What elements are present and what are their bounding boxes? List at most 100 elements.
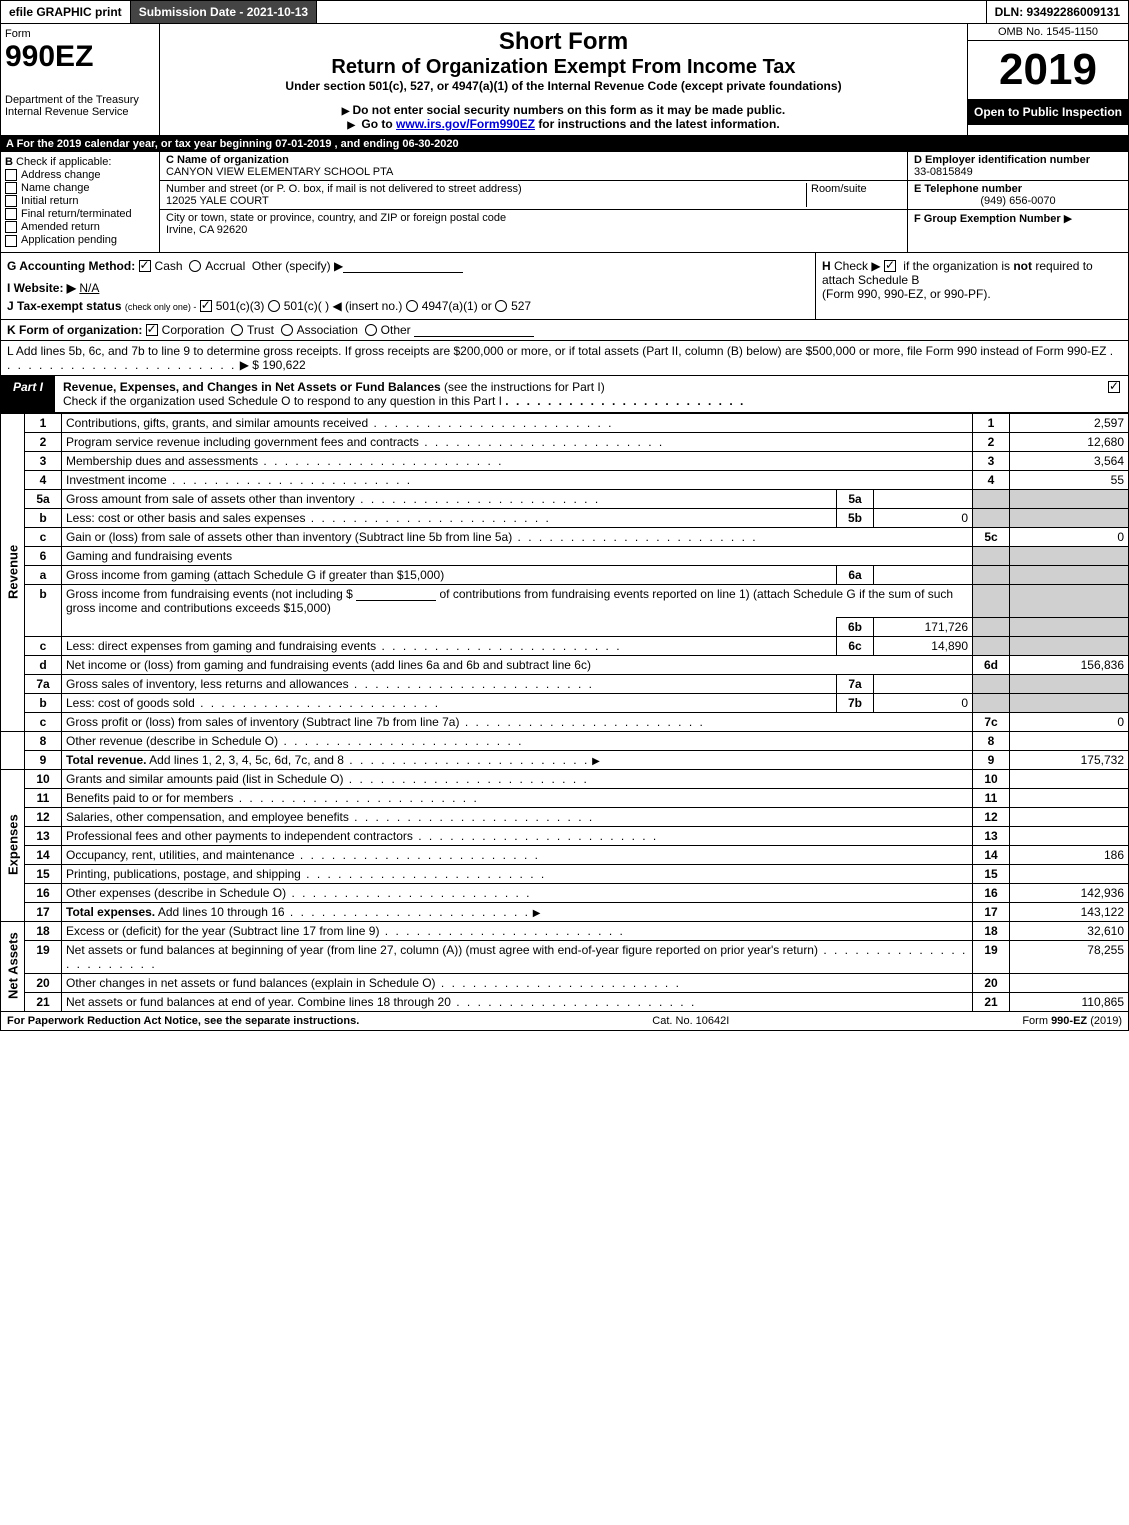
l7c-num: c — [25, 712, 62, 731]
l2-label: Program service revenue including govern… — [66, 435, 419, 449]
k-other-input[interactable] — [414, 324, 534, 337]
l9-fnum: 9 — [973, 750, 1010, 769]
checkbox-final-return[interactable] — [5, 208, 17, 220]
l7a-label: Gross sales of inventory, less returns a… — [66, 677, 349, 691]
k-other: Other — [381, 323, 411, 337]
l21-label: Net assets or fund balances at end of ye… — [66, 995, 451, 1009]
l4-fnum: 4 — [973, 470, 1010, 489]
l8-label: Other revenue (describe in Schedule O) — [66, 734, 278, 748]
header-center: Short Form Return of Organization Exempt… — [160, 24, 968, 135]
b-check-if: Check if applicable: — [16, 156, 111, 168]
checkbox-schedule-o[interactable] — [1108, 381, 1120, 393]
l19-fnum: 19 — [973, 940, 1010, 973]
part1-header: Part I Revenue, Expenses, and Changes in… — [0, 376, 1129, 413]
l21-fval: 110,865 — [1010, 992, 1129, 1011]
opt-final-return: Final return/terminated — [21, 208, 132, 220]
checkbox-initial-return[interactable] — [5, 195, 17, 207]
l10-fnum: 10 — [973, 769, 1010, 788]
l7a-sval — [874, 674, 973, 693]
l5c-fval: 0 — [1010, 527, 1129, 546]
radio-association[interactable] — [281, 324, 293, 336]
footer-left: For Paperwork Reduction Act Notice, see … — [7, 1015, 359, 1027]
l6b-blank[interactable] — [356, 588, 436, 601]
k-trust: Trust — [247, 323, 274, 337]
subtitle: Under section 501(c), 527, or 4947(a)(1)… — [164, 79, 963, 93]
l7c-fval: 0 — [1010, 712, 1129, 731]
section-gh: G Accounting Method: Cash Accrual Other … — [0, 253, 1129, 320]
title-short-form: Short Form — [164, 28, 963, 56]
l6c-label: Less: direct expenses from gaming and fu… — [66, 639, 376, 653]
l8-num: 8 — [25, 731, 62, 750]
l17-num: 17 — [25, 902, 62, 921]
checkbox-application-pending[interactable] — [5, 235, 17, 247]
l11-label: Benefits paid to or for members — [66, 791, 233, 805]
l6c-num: c — [25, 636, 62, 655]
page-footer: For Paperwork Reduction Act Notice, see … — [0, 1012, 1129, 1031]
l18-fval: 32,610 — [1010, 921, 1129, 940]
submission-date-button[interactable]: Submission Date - 2021-10-13 — [131, 1, 317, 23]
l11-num: 11 — [25, 788, 62, 807]
l10-num: 10 — [25, 769, 62, 788]
l17-fnum: 17 — [973, 902, 1010, 921]
radio-other[interactable] — [365, 324, 377, 336]
part1-tab: Part I — [1, 376, 55, 412]
checkbox-name-change[interactable] — [5, 182, 17, 194]
row-a-tax-year: A For the 2019 calendar year, or tax yea… — [0, 136, 1129, 152]
checkbox-corporation[interactable] — [146, 324, 158, 336]
l7a-snum: 7a — [837, 674, 874, 693]
l6b-sval: 171,726 — [874, 617, 973, 636]
grey-cell — [1010, 489, 1129, 508]
j-note: (check only one) - — [125, 302, 197, 312]
section-b: B Check if applicable: Address change Na… — [1, 152, 160, 252]
radio-501c[interactable] — [268, 300, 280, 312]
l13-num: 13 — [25, 826, 62, 845]
radio-4947[interactable] — [406, 300, 418, 312]
l6-num: 6 — [25, 546, 62, 565]
goto-instruction: Go to www.irs.gov/Form990EZ for instruct… — [164, 117, 963, 131]
l5a-num: 5a — [25, 489, 62, 508]
section-def: D Employer identification number 33-0815… — [908, 152, 1128, 252]
checkbox-amended-return[interactable] — [5, 221, 17, 233]
l8-fval — [1010, 731, 1129, 750]
radio-527[interactable] — [495, 300, 507, 312]
j-501c3: 501(c)(3) — [216, 299, 265, 313]
k-corp: Corporation — [162, 323, 225, 337]
checkbox-address-change[interactable] — [5, 169, 17, 181]
l21-fnum: 21 — [973, 992, 1010, 1011]
b-label: B — [5, 156, 13, 168]
footer-center: Cat. No. 10642I — [652, 1015, 729, 1027]
l2-num: 2 — [25, 432, 62, 451]
form-number: 990EZ — [5, 40, 155, 74]
l6d-fnum: 6d — [973, 655, 1010, 674]
irs-link[interactable]: www.irs.gov/Form990EZ — [396, 117, 535, 131]
l19-fval: 78,255 — [1010, 940, 1129, 973]
checkbox-schedule-b[interactable] — [884, 260, 896, 272]
checkbox-501c3[interactable] — [200, 300, 212, 312]
l8-fnum: 8 — [973, 731, 1010, 750]
omb-number: OMB No. 1545-1150 — [968, 24, 1128, 41]
l20-fnum: 20 — [973, 973, 1010, 992]
opt-initial-return: Initial return — [21, 195, 78, 207]
org-street: 12025 YALE COURT — [166, 195, 269, 207]
lines-table: Revenue 1 Contributions, gifts, grants, … — [0, 413, 1129, 1012]
l20-num: 20 — [25, 973, 62, 992]
other-specify-input[interactable] — [343, 260, 463, 273]
l1-label: Contributions, gifts, grants, and simila… — [66, 416, 368, 430]
l11-fval — [1010, 788, 1129, 807]
l16-fnum: 16 — [973, 883, 1010, 902]
efile-print-button[interactable]: efile GRAPHIC print — [1, 1, 131, 23]
form-header: Form 990EZ Department of the Treasury In… — [0, 24, 1129, 136]
l15-fval — [1010, 864, 1129, 883]
website-value: N/A — [79, 281, 99, 295]
l4-label: Investment income — [66, 473, 167, 487]
checkbox-cash[interactable] — [139, 260, 151, 272]
h-text1: Check ▶ — [834, 259, 881, 273]
l6a-label: Gross income from gaming (attach Schedul… — [66, 568, 444, 582]
l5a-snum: 5a — [837, 489, 874, 508]
l19-num: 19 — [25, 940, 62, 973]
l5c-num: c — [25, 527, 62, 546]
j-501c: 501(c)( ) — [284, 299, 329, 313]
radio-accrual[interactable] — [189, 260, 201, 272]
part1-check-note: Check if the organization used Schedule … — [63, 394, 502, 408]
radio-trust[interactable] — [231, 324, 243, 336]
